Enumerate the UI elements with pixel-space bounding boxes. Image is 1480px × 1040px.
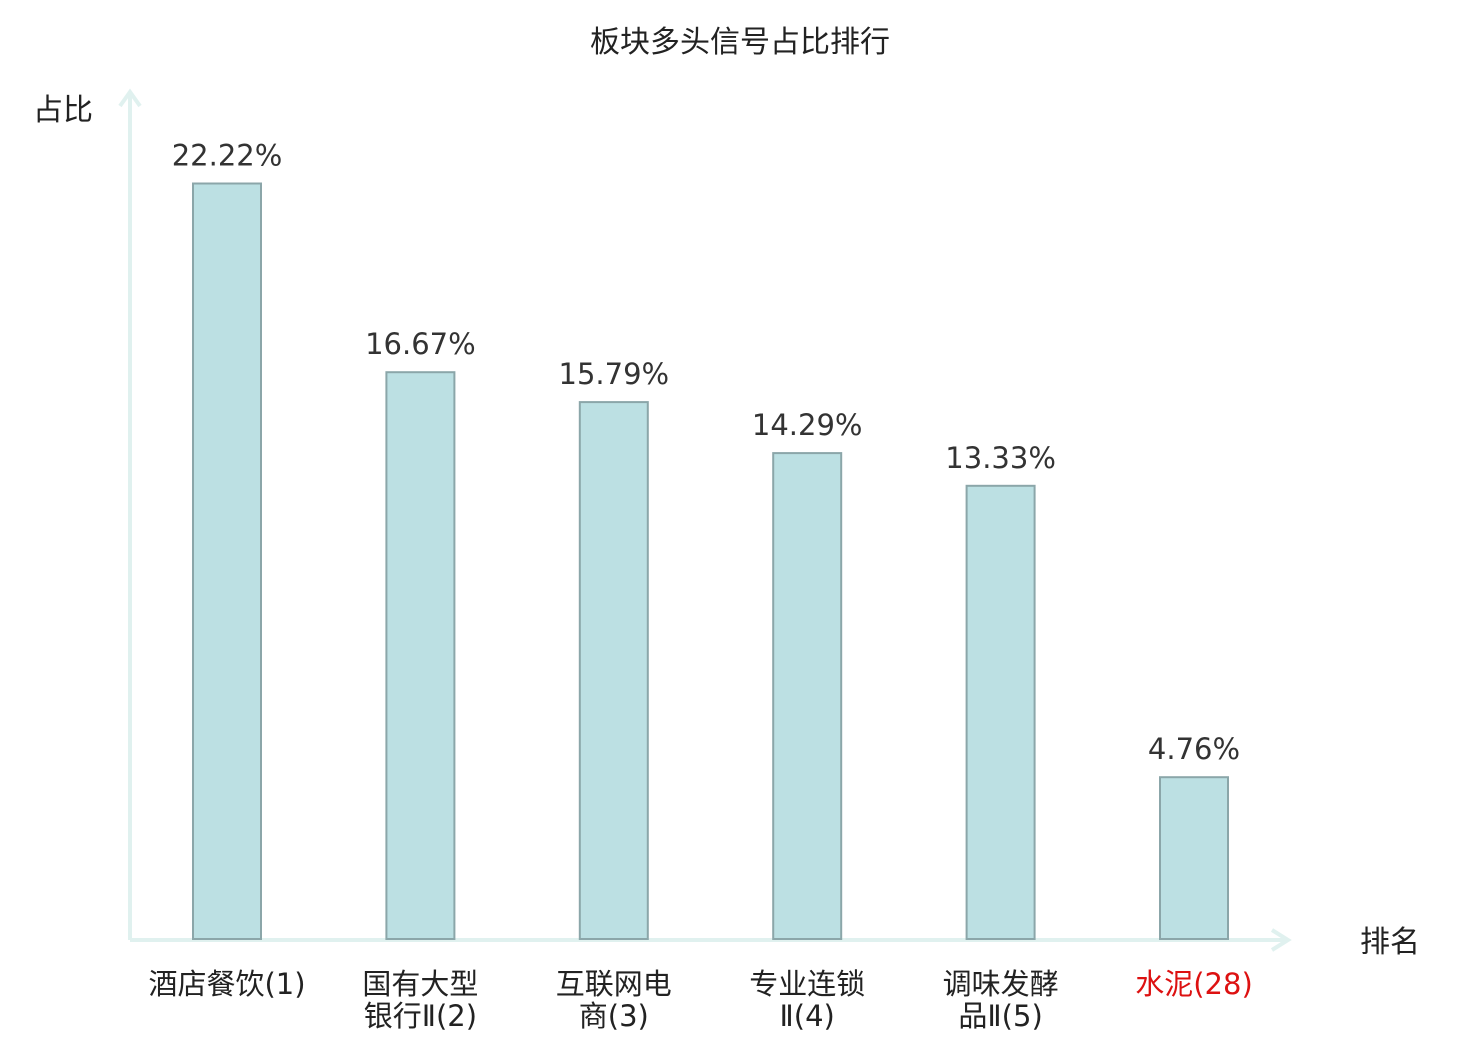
value-label-6: 4.76% [1148, 732, 1240, 766]
chart-title: 板块多头信号占比排行 [590, 25, 890, 60]
category-label-4-line-1: 专业连锁 [749, 967, 865, 1001]
bar-4 [772, 452, 843, 940]
category-label-5-line-1: 调味发酵 [943, 967, 1059, 1001]
x-axis-label: 排名 [1360, 925, 1420, 960]
x-axis [130, 928, 1292, 952]
bars-group [192, 182, 1229, 941]
value-label-2: 16.67% [365, 327, 476, 361]
category-label-3-line-1: 互联网电 [556, 967, 672, 1001]
category-label-3-line-2: 商(3) [579, 999, 649, 1033]
bar-1 [192, 182, 262, 940]
y-axis [118, 88, 142, 940]
value-labels-group: 22.22% 16.67% 15.79% 14.29% 13.33% 4.76% [172, 139, 1240, 767]
category-label-4-line-2: Ⅱ(4) [780, 999, 835, 1033]
value-label-3: 15.79% [559, 357, 670, 391]
value-label-5: 13.33% [945, 441, 1056, 475]
category-label-6: 水泥(28) [1135, 967, 1253, 1001]
category-label-5-line-2: 品Ⅱ(5) [958, 999, 1042, 1033]
category-label-1: 酒店餐饮(1) [148, 967, 305, 1001]
category-label-2-line-2: 银行Ⅱ(2) [364, 999, 477, 1033]
value-label-1: 22.22% [172, 139, 283, 173]
category-label-2-line-1: 国有大型 [362, 967, 478, 1001]
value-label-4: 14.29% [752, 408, 863, 442]
bar-3 [578, 401, 649, 941]
y-axis-label: 占比 [33, 93, 93, 128]
bar-2 [385, 371, 456, 940]
bar-5 [965, 484, 1036, 940]
bar-6 [1159, 776, 1229, 941]
